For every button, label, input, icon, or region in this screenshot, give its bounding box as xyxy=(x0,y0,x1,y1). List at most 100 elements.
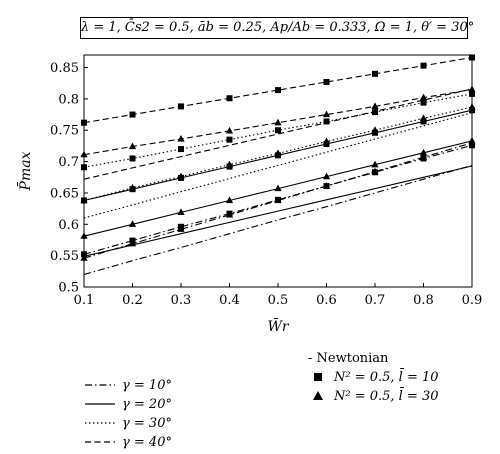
series-line xyxy=(83,144,473,255)
series-line xyxy=(83,56,473,124)
model-legend: - Newtonian N² = 0.5, l̄ = 10 N² = 0.5, … xyxy=(308,349,488,406)
data-point-triangle xyxy=(419,148,428,156)
series-line xyxy=(83,88,473,156)
legend-item-gamma-40: γ = 40° xyxy=(84,433,244,452)
data-point-square xyxy=(81,164,87,171)
y-tick-label: 0.7 xyxy=(58,155,79,170)
x-tick-label: 0.6 xyxy=(316,293,337,308)
series-line xyxy=(83,93,473,168)
data-point-triangle xyxy=(80,150,88,158)
x-tick-label: 0.3 xyxy=(171,293,192,308)
data-point-square xyxy=(178,146,184,153)
data-point-square xyxy=(372,70,378,77)
data-point-triangle xyxy=(371,167,379,175)
y-axis-title: P̄max xyxy=(16,151,34,191)
data-point-triangle xyxy=(274,184,282,192)
data-point-square xyxy=(275,127,281,134)
legend-item-l30: N² = 0.5, l̄ = 30 xyxy=(308,387,488,406)
data-point-square xyxy=(469,90,475,97)
data-point-square xyxy=(275,87,281,94)
legend-label-newtonian: - Newtonian xyxy=(308,351,389,366)
x-tick-label: 0.8 xyxy=(413,293,434,308)
series-line xyxy=(83,106,473,202)
dashdot-line-swatch xyxy=(85,384,115,386)
parameter-box: λ = 1, C̄s2 = 0.5, āb = 0.25, Ap/Ab = 0.… xyxy=(80,17,474,39)
legend-item-gamma-30: γ = 30° xyxy=(84,414,244,433)
legend-label-gamma-10: γ = 10° xyxy=(122,378,172,393)
legend-item-l10: N² = 0.5, l̄ = 10 xyxy=(308,368,488,387)
data-point-triangle xyxy=(371,160,379,168)
data-point-triangle xyxy=(225,196,234,204)
series-line xyxy=(83,165,473,257)
data-point-square xyxy=(420,99,427,106)
legend-item-newtonian: - Newtonian xyxy=(308,349,488,368)
square-marker-icon xyxy=(314,373,322,381)
data-point-triangle xyxy=(322,172,331,180)
data-point-triangle xyxy=(225,160,234,168)
data-point-triangle xyxy=(128,142,137,150)
solid-line-swatch xyxy=(85,403,115,405)
data-point-triangle xyxy=(80,254,88,261)
data-point-square xyxy=(129,111,136,118)
data-point-triangle xyxy=(322,182,331,189)
data-point-triangle xyxy=(274,196,282,204)
legend-label-gamma-30: γ = 30° xyxy=(122,416,172,431)
data-point-triangle xyxy=(468,136,476,144)
legend-item-gamma-10: γ = 10° xyxy=(84,376,244,395)
dashed-line-swatch xyxy=(85,441,115,443)
legend-label-l10: N² = 0.5, l̄ = 10 xyxy=(334,370,439,385)
y-tick-label: 0.5 xyxy=(58,281,79,296)
legend-label-gamma-40: γ = 40° xyxy=(122,435,172,450)
data-point-square xyxy=(226,136,233,143)
x-tick-label: 0.5 xyxy=(268,293,289,308)
data-point-triangle xyxy=(177,225,185,232)
data-point-triangle xyxy=(322,110,331,118)
data-point-triangle xyxy=(371,102,379,110)
y-tick-label: 0.65 xyxy=(50,186,79,201)
legend-label-gamma-20: γ = 20° xyxy=(122,397,172,412)
x-tick-label: 0.9 xyxy=(462,293,483,308)
y-tick-label: 0.85 xyxy=(50,61,79,76)
data-point-triangle xyxy=(177,135,185,142)
x-tick-label: 0.7 xyxy=(365,293,386,308)
y-tick-label: 0.6 xyxy=(58,218,79,233)
series-line xyxy=(83,112,473,219)
data-point-triangle xyxy=(128,183,137,191)
data-point-square xyxy=(323,78,330,85)
data-point-triangle xyxy=(274,149,282,157)
data-point-triangle xyxy=(225,126,234,134)
data-point-square xyxy=(129,155,136,162)
y-tick-label: 0.8 xyxy=(58,92,79,107)
y-tick-label: 0.55 xyxy=(50,249,79,264)
data-point-triangle xyxy=(322,137,331,145)
data-point-triangle xyxy=(80,196,88,204)
data-point-triangle xyxy=(80,232,88,239)
data-point-triangle xyxy=(274,118,282,126)
data-point-square xyxy=(226,95,233,102)
x-axis-title: W̄r xyxy=(267,317,289,335)
series-line xyxy=(83,164,473,276)
y-tick-label: 0.75 xyxy=(50,124,79,139)
x-tick-label: 0.4 xyxy=(219,293,240,308)
series-line xyxy=(83,142,473,259)
x-tick-label: 0.2 xyxy=(122,293,143,308)
data-point-triangle xyxy=(371,126,379,133)
data-point-triangle xyxy=(419,114,428,121)
legend-label-l30: N² = 0.5, l̄ = 30 xyxy=(334,389,439,404)
dotted-line-swatch xyxy=(85,422,115,424)
data-point-triangle xyxy=(128,220,137,227)
data-point-square xyxy=(372,109,378,116)
data-point-triangle xyxy=(177,208,185,215)
x-tick-label: 0.1 xyxy=(74,293,95,308)
data-point-triangle xyxy=(468,103,476,110)
triangle-marker-icon xyxy=(313,391,323,400)
legend-item-gamma-20: γ = 20° xyxy=(84,395,244,414)
parameter-text: λ = 1, C̄s2 = 0.5, āb = 0.25, Ap/Ab = 0.… xyxy=(81,20,475,35)
data-point-square xyxy=(469,54,475,61)
data-point-square xyxy=(81,119,87,126)
data-point-square xyxy=(178,103,184,110)
data-point-triangle xyxy=(419,153,428,160)
data-point-triangle xyxy=(468,85,476,93)
data-point-square xyxy=(420,62,427,69)
